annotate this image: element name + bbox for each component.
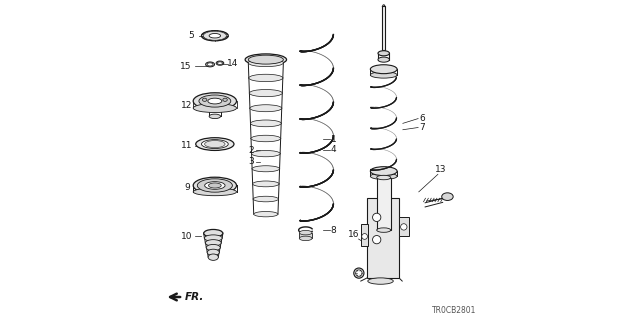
Bar: [362, 224, 368, 246]
Ellipse shape: [207, 63, 213, 66]
Ellipse shape: [368, 278, 394, 284]
Ellipse shape: [218, 62, 223, 64]
Ellipse shape: [401, 224, 407, 230]
Ellipse shape: [356, 270, 362, 276]
Ellipse shape: [252, 166, 280, 172]
Ellipse shape: [362, 234, 367, 239]
Ellipse shape: [197, 179, 232, 192]
Ellipse shape: [202, 140, 228, 148]
Ellipse shape: [245, 54, 287, 65]
Bar: [382, 6, 385, 50]
Text: 1: 1: [331, 135, 337, 144]
Ellipse shape: [378, 57, 390, 62]
Ellipse shape: [208, 98, 222, 104]
Ellipse shape: [253, 196, 278, 202]
Ellipse shape: [253, 181, 279, 187]
Text: 16: 16: [348, 230, 360, 239]
Ellipse shape: [300, 230, 312, 235]
Text: FR.: FR.: [185, 292, 205, 302]
Text: TR0CB2801: TR0CB2801: [432, 306, 476, 315]
Ellipse shape: [205, 182, 225, 189]
Bar: [399, 217, 408, 236]
Ellipse shape: [202, 98, 207, 101]
Ellipse shape: [209, 183, 221, 188]
Text: 15: 15: [180, 61, 192, 70]
Ellipse shape: [209, 114, 221, 119]
Ellipse shape: [205, 62, 214, 67]
Text: 7: 7: [419, 123, 425, 132]
Ellipse shape: [207, 249, 220, 256]
Text: 4: 4: [331, 145, 337, 154]
Text: 3: 3: [248, 157, 253, 166]
Ellipse shape: [371, 65, 397, 74]
Text: 9: 9: [184, 183, 189, 192]
Ellipse shape: [300, 236, 312, 241]
Bar: [367, 198, 399, 278]
Text: 11: 11: [181, 141, 193, 150]
Ellipse shape: [202, 31, 228, 41]
Ellipse shape: [371, 173, 397, 180]
Ellipse shape: [378, 51, 390, 56]
Ellipse shape: [251, 135, 281, 142]
Ellipse shape: [371, 167, 397, 176]
Ellipse shape: [372, 236, 381, 244]
Ellipse shape: [371, 72, 397, 78]
Text: 6: 6: [419, 114, 425, 123]
Ellipse shape: [209, 34, 221, 38]
Ellipse shape: [250, 105, 282, 112]
Ellipse shape: [204, 31, 227, 40]
Ellipse shape: [253, 212, 278, 217]
Text: 5: 5: [188, 31, 194, 40]
Ellipse shape: [248, 55, 284, 64]
Text: 10: 10: [181, 232, 193, 241]
Ellipse shape: [377, 228, 391, 232]
Ellipse shape: [372, 213, 381, 221]
Text: 13: 13: [435, 165, 447, 174]
Ellipse shape: [205, 240, 221, 246]
Ellipse shape: [193, 188, 237, 196]
Ellipse shape: [193, 93, 237, 109]
Text: 14: 14: [227, 59, 238, 68]
Ellipse shape: [193, 104, 237, 113]
Ellipse shape: [250, 90, 282, 97]
Ellipse shape: [206, 244, 220, 251]
Ellipse shape: [204, 229, 223, 237]
Ellipse shape: [442, 193, 453, 200]
Ellipse shape: [249, 74, 283, 82]
Ellipse shape: [248, 59, 284, 67]
Ellipse shape: [216, 61, 224, 65]
Text: 8: 8: [331, 226, 337, 235]
Text: 12: 12: [181, 101, 193, 110]
Bar: [300, 233, 312, 238]
Ellipse shape: [204, 235, 222, 241]
Ellipse shape: [250, 120, 281, 127]
Text: 2: 2: [248, 146, 253, 155]
Ellipse shape: [354, 268, 364, 278]
Ellipse shape: [252, 150, 280, 157]
Ellipse shape: [223, 98, 227, 101]
Ellipse shape: [193, 177, 237, 194]
Ellipse shape: [377, 175, 391, 180]
Ellipse shape: [199, 95, 231, 107]
Ellipse shape: [196, 138, 234, 150]
Bar: [377, 178, 391, 230]
Ellipse shape: [205, 140, 225, 148]
Ellipse shape: [208, 254, 218, 260]
